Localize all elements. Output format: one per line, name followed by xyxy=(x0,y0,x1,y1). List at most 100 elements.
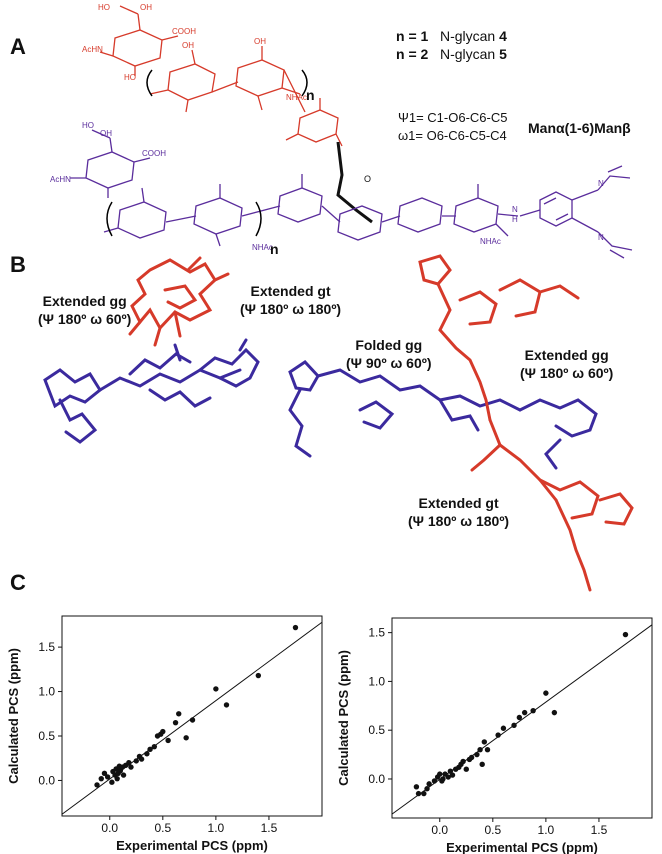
left-data-point xyxy=(144,751,150,757)
left-data-point xyxy=(120,772,127,778)
black-linker xyxy=(336,141,373,224)
conformer-2-name: Extended gt xyxy=(250,283,331,299)
conformer-1-name: Extended gg xyxy=(42,293,127,309)
right-data-point xyxy=(449,772,456,778)
left-data-point xyxy=(176,711,182,717)
ring-n-label-2: N xyxy=(598,233,604,242)
conformer-label-1: Extended gg (Ψ 180º ω 60º) xyxy=(38,292,131,328)
right-x-tick-label: 1.0 xyxy=(538,823,555,837)
left-data-point xyxy=(133,758,139,764)
purple-ho-label: HO xyxy=(82,121,94,130)
right-data-point xyxy=(463,766,469,772)
legend-n1-label: n = 1 xyxy=(396,28,429,44)
legend-n2-num: 5 xyxy=(499,46,507,62)
ring-n-label-1: N xyxy=(598,179,604,188)
amide-h-label: H xyxy=(512,215,518,224)
conformer-label-2: Extended gt (Ψ 180º ω 180º) xyxy=(240,282,341,318)
conformer-5-name: Extended gt xyxy=(418,495,499,511)
right-data-point xyxy=(460,758,466,765)
right-data-point xyxy=(445,774,451,780)
left-data-point xyxy=(98,775,104,782)
left-data-point xyxy=(147,746,153,753)
right-data-point xyxy=(431,778,438,784)
right-data-point xyxy=(479,761,485,768)
left-y-tick-label: 1.5 xyxy=(38,640,55,654)
legend-n1-num: 4 xyxy=(499,28,507,44)
pcs-scatter-chart-left: 0.0 0.5 1.0 1.5 0.0 0.5 1.0 1.5 Experimental PCS… xyxy=(6,615,323,853)
right-data-point xyxy=(415,790,422,797)
amide-n-label: N xyxy=(512,205,518,214)
right-data-point xyxy=(413,784,420,790)
omega-definition: ω1= O6-C6-C5-C4 xyxy=(398,128,507,143)
red-n-repeat-label: n xyxy=(306,87,315,103)
left-data-point xyxy=(109,779,115,785)
structure-text-labels: HO OH COOH AcHN HO OH OH NHAc n O OH HO … xyxy=(50,3,604,257)
right-data-point xyxy=(500,725,507,731)
right-data-point xyxy=(495,732,501,738)
left-purple-core xyxy=(43,338,260,444)
conformer-label-4: Extended gg (Ψ 180º ω 60º) xyxy=(520,346,613,382)
left-red-antenna xyxy=(128,256,230,347)
right-data-point xyxy=(426,781,432,787)
right-data-point xyxy=(622,631,629,638)
right-data-point xyxy=(481,739,488,745)
right-data-point xyxy=(424,786,430,792)
right-data-point xyxy=(543,690,549,696)
right-data-point xyxy=(511,722,517,729)
conformer-4-angles: (Ψ 180º ω 60º) xyxy=(520,365,614,381)
left-data-point xyxy=(223,702,230,708)
right-data-point xyxy=(484,747,491,753)
conformer-label-3: Folded gg (Ψ 90º ω 60º) xyxy=(346,336,432,372)
left-data-point xyxy=(160,728,166,735)
left-conformer-model xyxy=(43,256,260,444)
conformer-label-5: Extended gt (Ψ 180º ω 180º) xyxy=(408,494,509,530)
left-data-point xyxy=(292,624,299,631)
linker-o-label: O xyxy=(364,174,371,184)
panel-label-a: A xyxy=(10,34,26,59)
panel-label-b: B xyxy=(10,252,26,277)
purple-achn-label: AcHN xyxy=(50,175,71,184)
purple-nhac-label-1: NHAc xyxy=(252,243,273,252)
conformer-3-name: Folded gg xyxy=(355,337,423,353)
red-nhac-label: NHAc xyxy=(286,93,307,102)
left-y-tick-label: 0.0 xyxy=(38,773,55,787)
left-data-point xyxy=(114,775,120,782)
red-cooh-label: COOH xyxy=(172,27,196,36)
right-x-tick-label: 0.5 xyxy=(484,823,501,837)
left-data-point xyxy=(128,764,134,770)
right-y-tick-label: 0.0 xyxy=(368,772,385,786)
left-data-point xyxy=(189,717,196,723)
legend-n2-label: n = 2 xyxy=(396,46,429,62)
left-y-tick-label: 1.0 xyxy=(38,685,55,699)
right-data-point xyxy=(521,709,528,716)
left-x-tick-label: 1.5 xyxy=(261,821,278,835)
legend-n2-desc: N-glycan xyxy=(439,46,496,62)
left-data-point xyxy=(172,719,179,726)
right-x-axis-label: Experimental PCS (ppm) xyxy=(446,840,598,854)
left-data-point xyxy=(255,672,262,679)
left-data-point xyxy=(183,735,189,741)
red-ho-label-1: HO xyxy=(98,3,110,12)
right-data-point xyxy=(530,707,536,714)
right-conformer-model xyxy=(288,254,634,592)
left-data-point xyxy=(213,686,219,692)
left-y-tick-label: 0.5 xyxy=(38,729,55,743)
linkage-label: Manα(1-6)Manβ xyxy=(528,120,631,136)
right-y-axis-label: Calculated PCS (ppm) xyxy=(336,650,351,786)
left-data-point xyxy=(101,770,108,777)
right-red-antenna xyxy=(418,254,634,592)
right-y-tick-label: 1.5 xyxy=(368,626,385,640)
left-data-point xyxy=(165,737,171,744)
right-y-tick-label: 1.0 xyxy=(368,674,385,688)
red-ho-label-2: HO xyxy=(124,73,136,82)
legend-n1-desc: N-glycan xyxy=(439,28,496,44)
conformer-4-name: Extended gg xyxy=(524,347,609,363)
conformer-1-angles: (Ψ 180º ω 60º) xyxy=(38,311,132,327)
red-oh-label-1: OH xyxy=(140,3,152,12)
red-oh-label-3: OH xyxy=(254,37,266,46)
purple-core-structure xyxy=(70,129,633,259)
psi-definition: Ψ1= C1-O6-C6-C5 xyxy=(398,110,508,125)
right-data-point xyxy=(474,751,480,758)
conformer-5-angles: (Ψ 180º ω 180º) xyxy=(408,513,510,529)
left-x-axis-label: Experimental PCS (ppm) xyxy=(116,838,268,853)
